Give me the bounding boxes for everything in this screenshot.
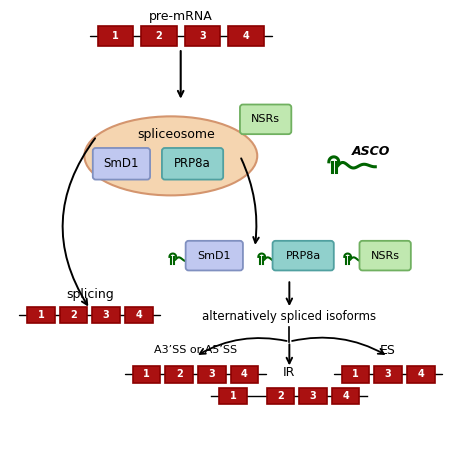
FancyBboxPatch shape (240, 105, 292, 134)
Text: 2: 2 (277, 391, 284, 401)
FancyBboxPatch shape (98, 26, 133, 46)
Text: NSRs: NSRs (371, 251, 400, 260)
Text: 3: 3 (199, 31, 206, 41)
Text: alternatively spliced isoforms: alternatively spliced isoforms (202, 310, 376, 323)
Text: PRP8a: PRP8a (174, 157, 211, 170)
FancyBboxPatch shape (198, 366, 226, 383)
FancyBboxPatch shape (162, 148, 223, 179)
Text: 2: 2 (155, 31, 162, 41)
FancyBboxPatch shape (27, 307, 55, 323)
Text: 3: 3 (103, 310, 109, 320)
Text: A3’SS or A5’SS: A3’SS or A5’SS (154, 346, 237, 356)
Text: 4: 4 (417, 369, 424, 379)
Text: 4: 4 (136, 310, 142, 320)
Ellipse shape (84, 116, 257, 195)
Text: 1: 1 (112, 31, 119, 41)
FancyBboxPatch shape (165, 366, 193, 383)
Text: NSRs: NSRs (251, 114, 280, 124)
FancyBboxPatch shape (185, 26, 220, 46)
FancyBboxPatch shape (342, 366, 369, 383)
Text: SmD1: SmD1 (198, 251, 231, 260)
FancyBboxPatch shape (141, 26, 177, 46)
FancyBboxPatch shape (407, 366, 435, 383)
FancyBboxPatch shape (92, 307, 120, 323)
Text: ASCO: ASCO (352, 145, 390, 159)
Text: 4: 4 (241, 369, 248, 379)
Text: IR: IR (283, 366, 295, 379)
Text: 2: 2 (176, 369, 182, 379)
Text: 3: 3 (310, 391, 317, 401)
FancyBboxPatch shape (359, 241, 411, 270)
Text: 1: 1 (230, 391, 237, 401)
Text: pre-mRNA: pre-mRNA (149, 10, 212, 23)
Text: 4: 4 (342, 391, 349, 401)
FancyBboxPatch shape (332, 387, 359, 404)
FancyBboxPatch shape (93, 148, 150, 179)
FancyBboxPatch shape (186, 241, 243, 270)
Text: 3: 3 (385, 369, 392, 379)
Text: 1: 1 (143, 369, 150, 379)
Text: 1: 1 (352, 369, 359, 379)
FancyBboxPatch shape (228, 26, 264, 46)
FancyBboxPatch shape (374, 366, 402, 383)
Text: ES: ES (380, 344, 396, 357)
Text: PRP8a: PRP8a (285, 251, 321, 260)
FancyBboxPatch shape (125, 307, 153, 323)
FancyBboxPatch shape (230, 366, 258, 383)
Text: 1: 1 (37, 310, 44, 320)
Text: splicing: splicing (66, 288, 114, 301)
Text: 3: 3 (209, 369, 215, 379)
FancyBboxPatch shape (60, 307, 87, 323)
FancyBboxPatch shape (219, 387, 247, 404)
Text: 4: 4 (243, 31, 249, 41)
Text: SmD1: SmD1 (104, 157, 139, 170)
FancyBboxPatch shape (299, 387, 327, 404)
FancyBboxPatch shape (273, 241, 334, 270)
Text: spliceosome: spliceosome (137, 128, 215, 140)
FancyBboxPatch shape (267, 387, 294, 404)
Text: 2: 2 (70, 310, 77, 320)
FancyBboxPatch shape (133, 366, 161, 383)
